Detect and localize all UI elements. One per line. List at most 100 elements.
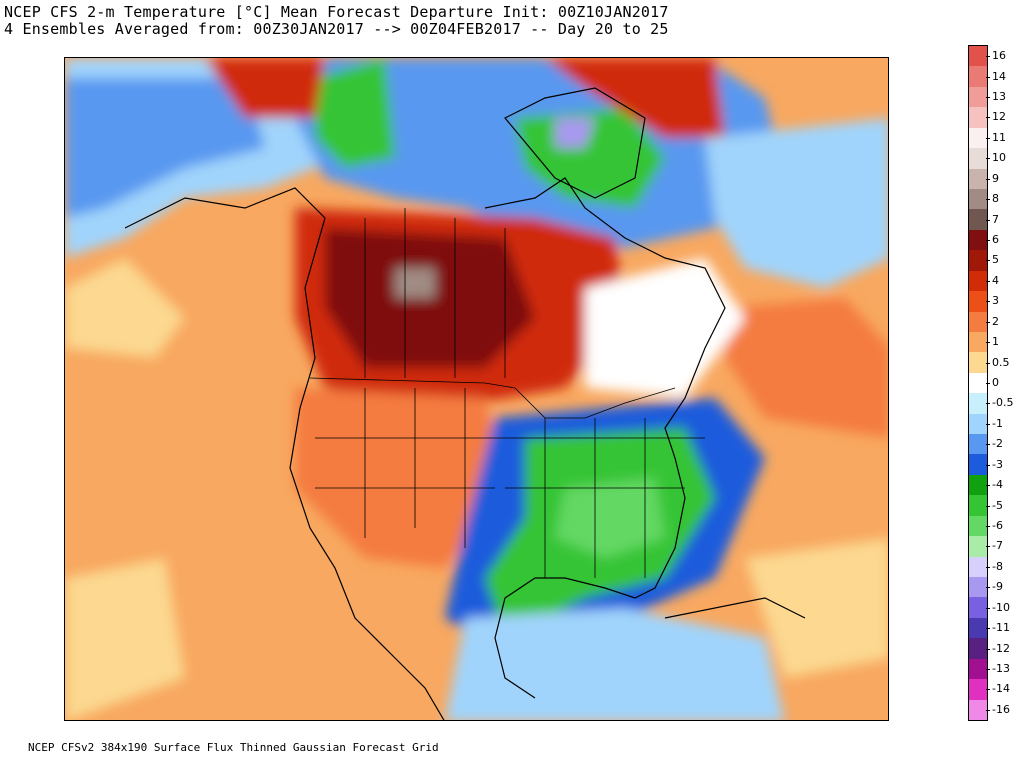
colorbar-tick <box>986 137 990 139</box>
colorbar-tick <box>986 403 990 405</box>
colorbar-swatch <box>969 107 987 129</box>
colorbar-label: 9 <box>992 171 999 185</box>
colorbar-label: 10 <box>992 151 1006 165</box>
colorbar-label: -4 <box>992 478 1003 492</box>
colorbar-swatch <box>969 352 987 374</box>
quebec-neutral <box>585 258 745 398</box>
colorbar-label: 2 <box>992 314 999 328</box>
colorbar-label: 13 <box>992 90 1006 104</box>
colorbar-tick <box>986 566 990 568</box>
alaska-cold-green <box>315 58 395 168</box>
colorbar-label: -14 <box>992 682 1010 696</box>
atlantic-warm <box>725 298 888 438</box>
colorbar-label: -0.5 <box>992 396 1014 410</box>
colorbar-label: -2 <box>992 437 1003 451</box>
colorbar-tick <box>986 97 990 99</box>
colorbar-label: -13 <box>992 661 1010 675</box>
colorbar-tick <box>986 628 990 630</box>
greenland-coldest <box>555 118 595 148</box>
colorbar-swatch <box>969 66 987 88</box>
colorbar-swatch <box>969 699 987 721</box>
colorbar-swatch <box>969 454 987 476</box>
colorbar-swatch <box>969 270 987 292</box>
pacific-neutral <box>65 258 185 358</box>
colorbar-swatch <box>969 209 987 231</box>
colorbar-swatch <box>969 434 987 455</box>
colorbar-swatch <box>969 597 987 619</box>
colorbar-label: 7 <box>992 212 999 226</box>
colorbar-label: 11 <box>992 130 1006 144</box>
coastlines <box>124 87 806 720</box>
footer-note: NCEP CFSv2 384x190 Surface Flux Thinned … <box>28 741 439 754</box>
colorbar-tick <box>986 607 990 609</box>
colorbar-label: 5 <box>992 253 999 267</box>
colorbar-swatch <box>969 495 987 517</box>
colorbar-swatch <box>969 188 987 210</box>
colorbar-swatch <box>969 168 987 190</box>
colorbar-label: 12 <box>992 110 1006 124</box>
greenland-cold <box>515 108 665 208</box>
colorbar-swatch <box>969 679 987 701</box>
colorbar-swatch <box>969 556 987 578</box>
colorbar-swatch <box>969 536 987 558</box>
colorbar-label: -6 <box>992 518 1003 532</box>
colorbar-tick <box>986 178 990 180</box>
colorbar-label: 14 <box>992 69 1006 83</box>
colorbar-swatch <box>969 311 987 333</box>
colorbar-tick <box>986 199 990 201</box>
colorbar-tick <box>986 240 990 242</box>
north-pacific-colder <box>65 78 265 218</box>
colorbar-tick <box>986 648 990 650</box>
colorbar-label: 6 <box>992 233 999 247</box>
colorbar-swatch <box>969 577 987 598</box>
north-atlantic-cool <box>705 118 888 288</box>
political-borders <box>309 208 705 578</box>
colorbar-swatch <box>969 127 987 149</box>
colorbar-tick <box>986 423 990 425</box>
colorbar-label: -9 <box>992 580 1003 594</box>
colorbar-tick <box>986 689 990 691</box>
colorbar-tick <box>986 342 990 344</box>
colorbar-tick <box>986 219 990 221</box>
colorbar-label: 0 <box>992 376 999 389</box>
sw-pacific-neutral <box>65 558 185 720</box>
colorbar-tick <box>986 464 990 466</box>
colorbar-swatch <box>969 515 987 537</box>
colorbar-tick <box>986 505 990 507</box>
colorbar-swatch <box>969 46 987 67</box>
colorbar-swatch <box>969 638 987 660</box>
map-canvas <box>65 58 888 720</box>
warm-peak <box>395 268 435 298</box>
colorbar-label: -5 <box>992 498 1003 512</box>
colorbar-swatch <box>969 86 987 108</box>
colorbar-swatch <box>969 474 987 496</box>
colorbar-tick <box>986 260 990 262</box>
colorbar-label: -16 <box>992 702 1010 716</box>
colorbar-label: -7 <box>992 539 1003 553</box>
colorbar-label: 1 <box>992 335 999 349</box>
colorbar-label: -1 <box>992 416 1003 430</box>
colorbar-label: 0.5 <box>992 355 1010 369</box>
colorbar-swatch <box>969 331 987 353</box>
colorbar-label: 8 <box>992 192 999 206</box>
chart-title-line-2: 4 Ensembles Averaged from: 00Z30JAN2017 … <box>4 20 669 38</box>
colorbar-label: 16 <box>992 49 1006 63</box>
colorbar-swatch <box>969 372 987 394</box>
colorbar <box>968 45 988 721</box>
colorbar-tick <box>986 546 990 548</box>
colorbar-label: -8 <box>992 559 1003 573</box>
colorbar-swatch <box>969 250 987 272</box>
colorbar-swatch <box>969 413 987 435</box>
colorbar-swatch <box>969 393 987 415</box>
colorbar-label: -3 <box>992 457 1003 471</box>
colorbar-tick <box>986 280 990 282</box>
caribbean-cool <box>445 608 785 720</box>
colorbar-swatch <box>969 148 987 170</box>
temperature-anomaly-map <box>64 57 889 721</box>
east-neutral <box>745 538 888 678</box>
colorbar-label: 3 <box>992 294 999 308</box>
colorbar-tick <box>986 117 990 119</box>
colorbar-swatch <box>969 229 987 251</box>
colorbar-tick <box>986 525 990 527</box>
colorbar-tick <box>986 668 990 670</box>
